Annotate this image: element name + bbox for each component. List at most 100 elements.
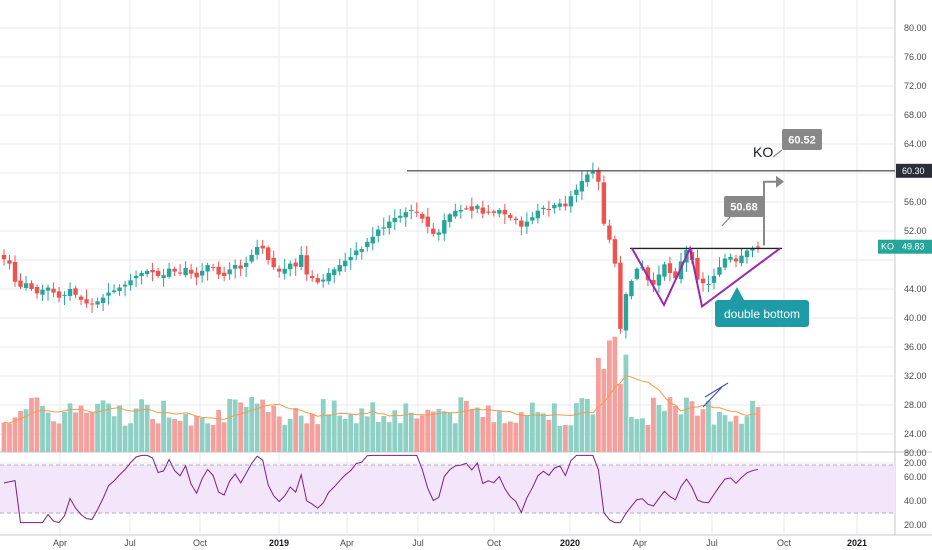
volume-bar (139, 399, 144, 452)
volume-bar (733, 415, 739, 452)
price-axis-label: 20.00 (904, 458, 927, 468)
candle (177, 272, 183, 274)
candle (227, 269, 232, 275)
candle (51, 288, 56, 293)
target-callout-text: 60.52 (788, 135, 816, 147)
volume-bar (320, 399, 326, 452)
volume-bar (595, 358, 601, 452)
volume-bar (491, 422, 497, 452)
candle (95, 301, 100, 305)
volume-bar (337, 415, 343, 452)
volume-bar (728, 421, 733, 452)
candle (166, 268, 172, 277)
volume-bar (678, 414, 684, 452)
candle (265, 247, 271, 260)
volume-bar (386, 422, 392, 452)
double-bottom-pattern (631, 245, 781, 309)
candle (414, 211, 419, 213)
volume-bar (640, 418, 645, 452)
candle (458, 209, 464, 212)
target-callout-pointer (772, 149, 783, 158)
candle (629, 281, 634, 297)
volume-bar (1, 422, 7, 452)
volume-bar (651, 397, 656, 452)
candle (62, 294, 67, 296)
candle (744, 250, 750, 258)
volume-bar (673, 405, 678, 452)
volume-bar (188, 425, 194, 452)
volume-bar (243, 406, 249, 452)
volume-bar (45, 412, 51, 452)
target-arrowhead (776, 175, 784, 188)
candle (128, 280, 133, 286)
volume-bar (78, 405, 84, 452)
price-axis-label: 72.00 (904, 81, 927, 91)
volume-bar (601, 368, 607, 452)
volume-bar (111, 416, 117, 452)
candle (612, 239, 618, 264)
volume-bar (469, 408, 475, 452)
volume-bar (265, 411, 271, 452)
candle (348, 257, 353, 261)
volume-bar (502, 423, 508, 452)
candle (199, 270, 205, 276)
symbol-label: KO (753, 144, 773, 160)
candle (326, 273, 331, 282)
volume-bar (51, 421, 56, 452)
price-axis-label: 52.00 (904, 226, 927, 236)
candle (546, 208, 552, 210)
candle (381, 227, 386, 229)
volume-bar (375, 421, 381, 452)
candle (491, 211, 497, 213)
volume-bar (425, 409, 431, 452)
candle (78, 296, 84, 300)
candle (552, 204, 557, 209)
volume-bar (326, 414, 332, 452)
volume-bar (40, 405, 45, 452)
volume-bar (518, 412, 524, 452)
volume-bar (56, 423, 62, 452)
candle (711, 275, 717, 283)
volume-moving-average-line (3, 375, 759, 424)
candle (524, 221, 530, 227)
price-axis-label: 28.00 (904, 400, 927, 410)
volume-bar (276, 416, 282, 452)
candle (513, 218, 519, 221)
volume-bar (392, 410, 398, 452)
volume-bar (282, 424, 288, 452)
volume-bar (315, 424, 321, 452)
candle (172, 268, 177, 272)
last-price-badge (878, 239, 932, 254)
volume-bar (524, 415, 530, 452)
volume-bar (29, 397, 34, 452)
candle (733, 258, 739, 262)
candle (425, 216, 430, 227)
candle (700, 278, 706, 284)
volume-trend-line (704, 382, 729, 398)
volume-bar (656, 404, 662, 452)
candle (122, 284, 128, 287)
volume-bar (359, 408, 365, 452)
candle (298, 254, 304, 267)
volume-bar (557, 425, 563, 452)
rsi-axis-label: 20.00 (904, 520, 927, 530)
volume-bar (106, 403, 111, 452)
candle (519, 220, 524, 227)
volume-bar (260, 399, 266, 452)
candle (260, 245, 265, 249)
volume-bar (529, 402, 535, 452)
candlesticks (1, 162, 761, 339)
candle (497, 209, 502, 214)
rsi-axis-label: 60.00 (904, 472, 927, 482)
candle (1, 254, 7, 260)
candle (243, 262, 249, 267)
volume-bar (546, 419, 552, 452)
candle (321, 279, 326, 282)
volume-bar (568, 425, 574, 452)
candle (12, 261, 18, 282)
double-bottom-annotation (715, 300, 809, 327)
volume-bar (293, 408, 299, 452)
candle (144, 270, 150, 275)
candle (139, 273, 144, 277)
